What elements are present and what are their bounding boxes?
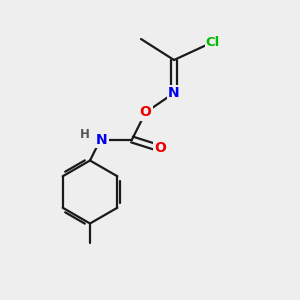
Text: O: O — [140, 106, 152, 119]
Text: N: N — [168, 86, 180, 100]
Text: O: O — [154, 142, 166, 155]
Text: Cl: Cl — [206, 35, 220, 49]
Text: N: N — [96, 133, 108, 146]
Text: H: H — [80, 128, 90, 141]
